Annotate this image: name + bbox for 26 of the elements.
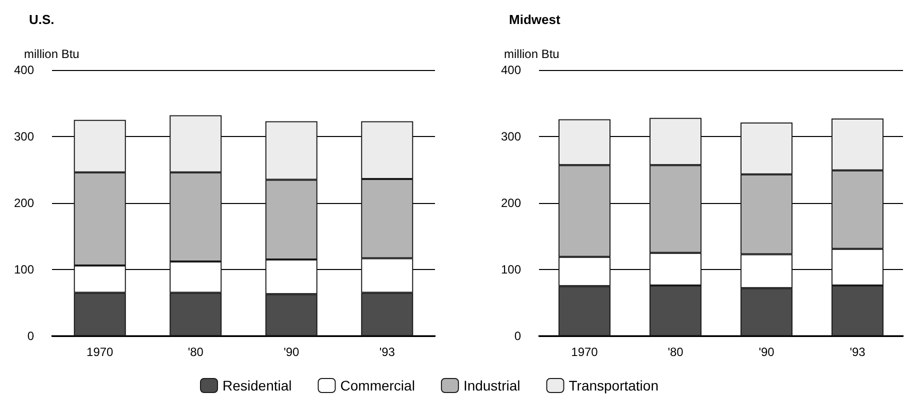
chart-title: U.S. (29, 12, 54, 27)
chart-title: Midwest (509, 12, 561, 27)
legend-label: Transportation (568, 378, 658, 394)
y-tick-label: 400 (14, 63, 34, 77)
legend-label: Residential (222, 378, 292, 394)
y-tick-label: 200 (500, 196, 522, 210)
legend-label: Industrial (463, 378, 520, 394)
x-tick-label: '90 (758, 345, 775, 359)
x-tick-label: '93 (379, 345, 396, 359)
y-tick-label: 300 (500, 130, 522, 144)
y-tick-label: 400 (500, 63, 522, 77)
x-tick-label: '90 (284, 345, 300, 359)
x-tick-label: '80 (188, 345, 204, 359)
y-tick-label: 0 (514, 329, 522, 343)
legend-label: Commercial (340, 378, 415, 394)
x-tick-label: '80 (668, 345, 684, 359)
x-tick-label: 1970 (571, 345, 598, 359)
y-axis-title: million Btu (504, 47, 560, 61)
y-tick-label: 100 (500, 262, 522, 276)
y-axis-title: million Btu (24, 47, 80, 61)
y-tick-label: 200 (14, 196, 34, 210)
x-tick-label: 1970 (86, 345, 114, 359)
y-tick-label: 300 (14, 130, 34, 144)
y-tick-label: 100 (14, 262, 34, 276)
y-tick-label: 0 (27, 329, 34, 343)
x-tick-label: '93 (850, 345, 866, 359)
